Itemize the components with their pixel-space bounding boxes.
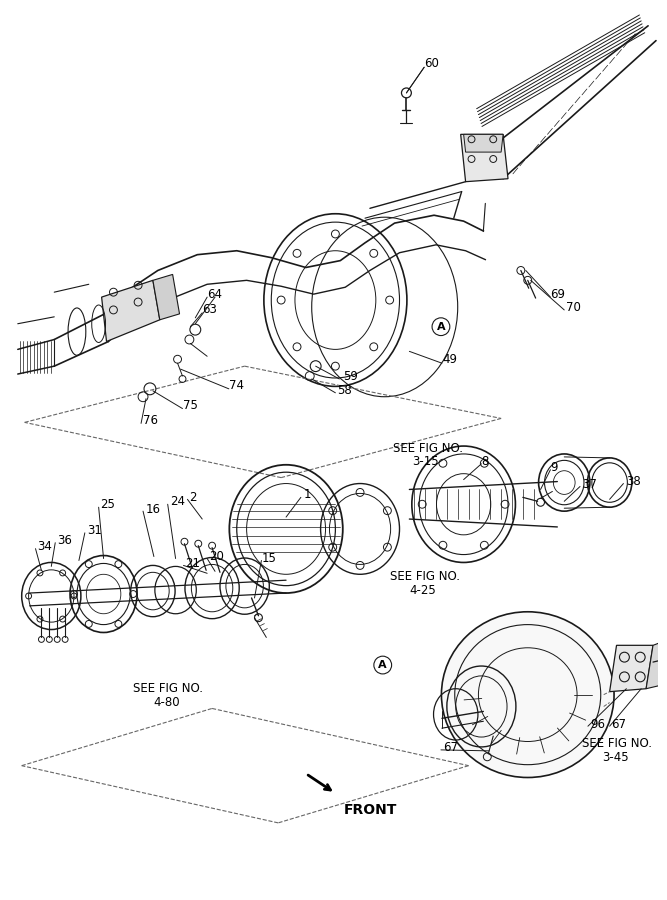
Polygon shape (461, 134, 508, 182)
Text: 64: 64 (207, 288, 222, 301)
Text: SEE FIG NO.: SEE FIG NO. (390, 570, 460, 583)
Text: 1: 1 (304, 488, 311, 501)
Text: 34: 34 (37, 540, 53, 554)
Text: 36: 36 (57, 535, 72, 547)
Text: 49: 49 (442, 353, 457, 365)
Text: 38: 38 (626, 475, 641, 488)
Text: 21: 21 (185, 557, 201, 570)
Text: 24: 24 (169, 495, 185, 508)
Text: 37: 37 (582, 478, 597, 491)
Text: FRONT: FRONT (344, 803, 397, 817)
Text: 76: 76 (143, 414, 158, 427)
Polygon shape (646, 639, 667, 688)
Ellipse shape (442, 612, 614, 778)
Text: 63: 63 (202, 303, 217, 317)
Polygon shape (610, 645, 653, 692)
Text: 9: 9 (550, 462, 558, 474)
Text: 70: 70 (566, 302, 581, 314)
Text: A: A (378, 660, 387, 670)
Text: 20: 20 (209, 550, 224, 563)
Text: 4-25: 4-25 (410, 583, 436, 597)
Text: 8: 8 (482, 455, 489, 468)
Text: A: A (437, 321, 446, 332)
Text: 69: 69 (550, 288, 566, 301)
Text: 58: 58 (338, 384, 352, 397)
Text: 16: 16 (146, 503, 161, 516)
Text: 75: 75 (183, 399, 198, 412)
Text: 25: 25 (101, 498, 115, 511)
Text: 3-15: 3-15 (412, 455, 439, 468)
Text: 96: 96 (590, 717, 605, 731)
Text: 60: 60 (424, 57, 439, 70)
Text: 15: 15 (261, 552, 276, 565)
Text: 3-45: 3-45 (602, 752, 628, 764)
Text: 2: 2 (189, 491, 197, 504)
Text: SEE FIG NO.: SEE FIG NO. (133, 682, 203, 695)
Text: SEE FIG NO.: SEE FIG NO. (582, 737, 652, 751)
Text: 59: 59 (344, 370, 358, 382)
Polygon shape (153, 274, 179, 320)
Text: 67: 67 (612, 717, 626, 731)
Polygon shape (464, 134, 503, 152)
Text: 31: 31 (87, 525, 101, 537)
Text: 67: 67 (443, 742, 458, 754)
Text: 74: 74 (229, 380, 244, 392)
Polygon shape (101, 280, 160, 341)
Text: SEE FIG NO.: SEE FIG NO. (393, 442, 463, 454)
Text: 4-80: 4-80 (153, 696, 179, 709)
